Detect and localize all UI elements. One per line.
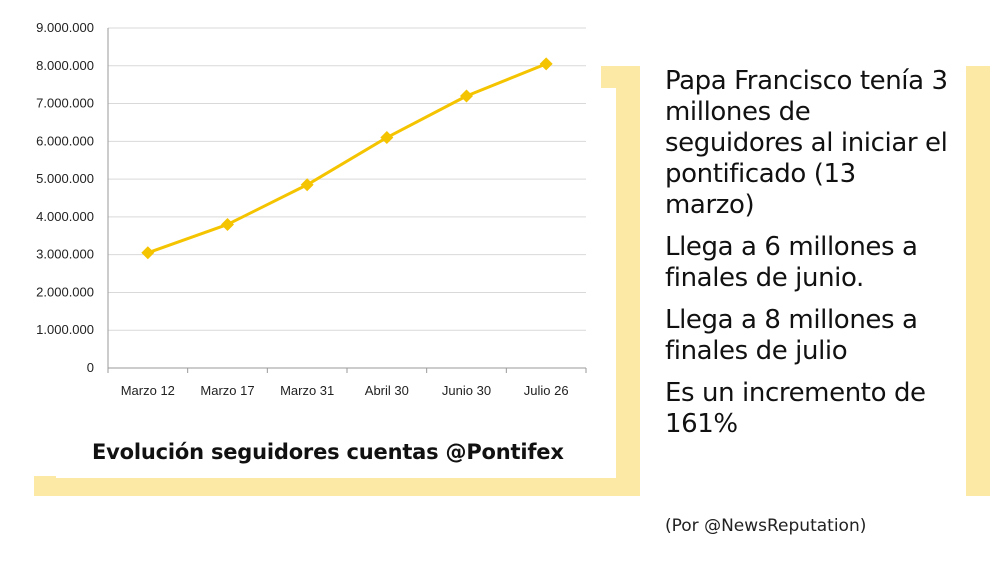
left-bracket-bottom xyxy=(34,478,640,496)
y-tick-label: 2.000.000 xyxy=(36,284,94,299)
y-tick-label: 6.000.000 xyxy=(36,133,94,148)
followers-line-chart: 0 1.000.000 2.000.000 3.000.000 4.000.000 5.0… xyxy=(10,8,600,428)
paragraph-initial-followers: Papa Francisco tenía 3 millones de segui… xyxy=(665,66,950,221)
far-right-bar xyxy=(966,66,990,496)
x-tick-label: Marzo 12 xyxy=(121,383,175,398)
summary-text: Papa Francisco tenía 3 millones de segui… xyxy=(665,66,950,451)
x-tick-label: Marzo 17 xyxy=(200,383,254,398)
chart-card: 0 1.000.000 2.000.000 3.000.000 4.000.000 5.0… xyxy=(10,8,600,476)
y-tick-label: 3.000.000 xyxy=(36,247,94,262)
series-line xyxy=(148,64,546,253)
paragraph-increase: Es un incremento de 161% xyxy=(665,378,950,440)
y-tick-label: 1.000.000 xyxy=(36,322,94,337)
source-credit: (Por @NewsReputation) xyxy=(665,516,866,536)
x-tick-label: Marzo 31 xyxy=(280,383,334,398)
chart-caption: Evolución seguidores cuentas @Pontifex xyxy=(92,440,564,464)
data-point-marker xyxy=(141,246,154,259)
data-point-marker xyxy=(301,178,314,191)
x-tick-label: Abril 30 xyxy=(365,383,409,398)
y-tick-label: 5.000.000 xyxy=(36,171,94,186)
y-tick-label: 9.000.000 xyxy=(36,20,94,35)
data-point-marker xyxy=(380,131,393,144)
paragraph-july: Llega a 8 millones a finales de julio xyxy=(665,305,950,367)
y-tick-label: 8.000.000 xyxy=(36,58,94,73)
right-bracket-top xyxy=(601,66,640,88)
data-point-marker xyxy=(221,218,234,231)
y-tick-label: 0 xyxy=(87,360,94,375)
data-point-marker xyxy=(540,57,553,70)
y-tick-label: 4.000.000 xyxy=(36,209,94,224)
right-bracket-vertical xyxy=(616,66,640,496)
x-tick-label: Julio 26 xyxy=(524,383,569,398)
data-point-marker xyxy=(460,90,473,103)
y-tick-label: 7.000.000 xyxy=(36,96,94,111)
x-tick-label: Junio 30 xyxy=(442,383,491,398)
paragraph-june: Llega a 6 millones a finales de junio. xyxy=(665,232,950,294)
